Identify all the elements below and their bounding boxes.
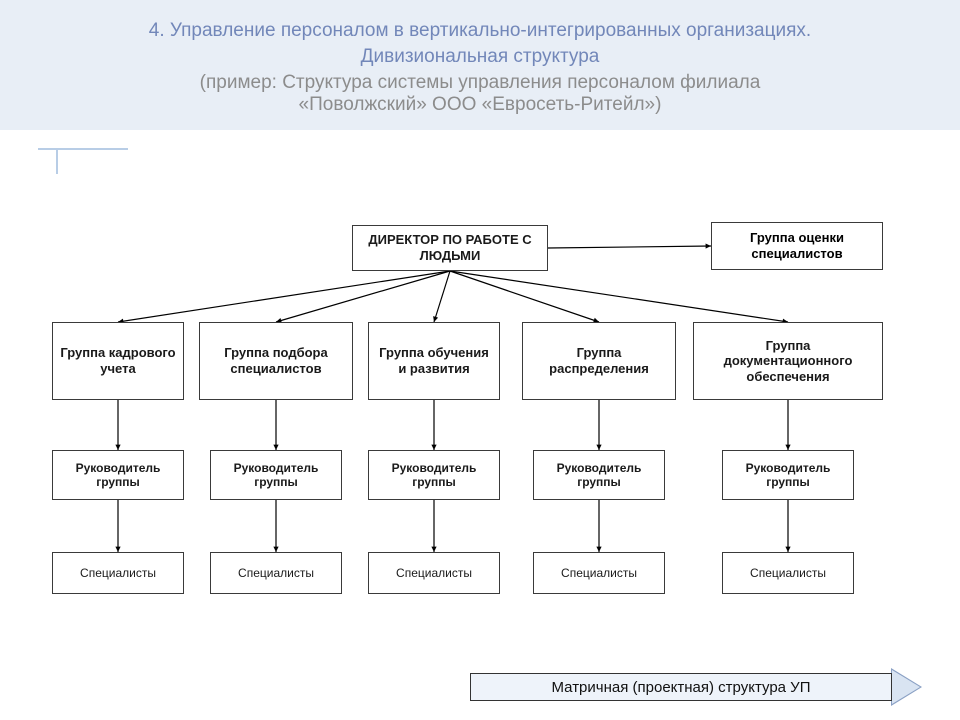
- node-leader-3: Руководитель группы: [533, 450, 665, 500]
- footer-label: Матричная (проектная) структура УП: [552, 679, 811, 696]
- node-leader-0: Руководитель группы: [52, 450, 184, 500]
- slide-header: 4. Управление персоналом в вертикально-и…: [0, 0, 960, 130]
- node-leader-4: Руководитель группы: [722, 450, 854, 500]
- node-specialist-1: Специалисты: [210, 552, 342, 594]
- node-group-4: Группа документационного обеспечения: [693, 322, 883, 400]
- node-specialist-4: Специалисты: [722, 552, 854, 594]
- node-group-0: Группа кадрового учета: [52, 322, 184, 400]
- node-leader-1: Руководитель группы: [210, 450, 342, 500]
- node-specialist-2: Специалисты: [368, 552, 500, 594]
- node-specialist-0: Специалисты: [52, 552, 184, 594]
- decor-line-horizontal: [38, 148, 128, 150]
- node-group-2: Группа обучения и развития: [368, 322, 500, 400]
- decor-line-vertical: [56, 148, 58, 174]
- node-group-3: Группа распределения: [522, 322, 676, 400]
- title-line-3: (пример: Структура системы управления пе…: [60, 72, 900, 94]
- title-line-1: 4. Управление персоналом в вертикально-и…: [60, 18, 900, 44]
- node-side-group: Группа оценки специалистов: [711, 222, 883, 270]
- footer-arrow-icon: [892, 670, 920, 704]
- title-line-2: Дивизиональная структура: [60, 46, 900, 68]
- title-line-4: «Поволжский» ООО «Евросеть-Ритейл»): [60, 94, 900, 116]
- footer-link[interactable]: Матричная (проектная) структура УП: [470, 673, 892, 701]
- node-specialist-3: Специалисты: [533, 552, 665, 594]
- node-group-1: Группа подбора специалистов: [199, 322, 353, 400]
- node-director: ДИРЕКТОР ПО РАБОТЕ С ЛЮДЬМИ: [352, 225, 548, 271]
- node-leader-2: Руководитель группы: [368, 450, 500, 500]
